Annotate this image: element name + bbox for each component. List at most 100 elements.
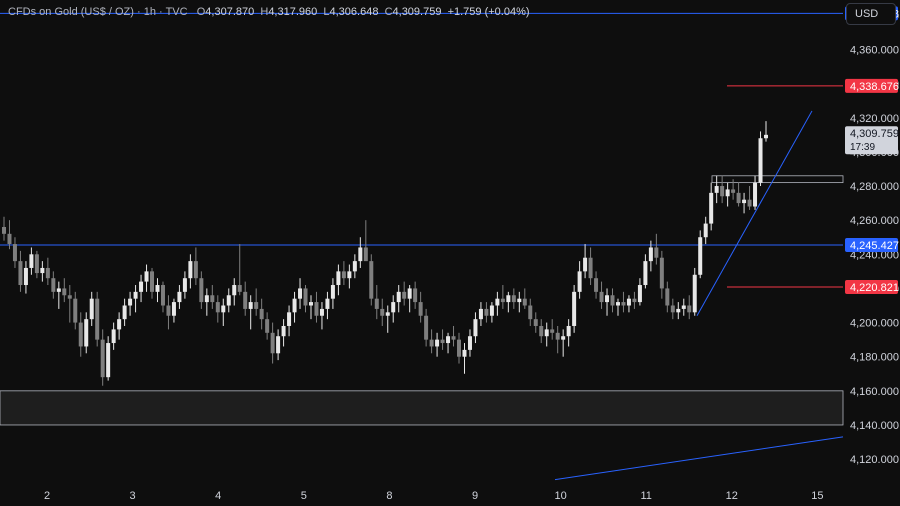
candle-body [692,274,697,313]
candle-body [709,192,714,224]
candle [374,285,379,320]
candle-body [451,336,456,340]
candle [254,288,259,316]
candle-body [457,339,462,357]
x-tick-label: 3 [130,490,136,502]
candle-body [7,233,12,245]
lower-trendline [554,436,844,481]
candle-body [495,298,500,306]
candle-body [577,271,582,292]
candle [62,278,67,303]
candle-body [160,285,165,306]
open-label: O [196,6,206,18]
candle [232,278,237,306]
candle-body [753,182,758,207]
x-tick-label: 5 [301,490,307,502]
candle-body [298,288,303,299]
candle-body [330,285,335,299]
candle-body [128,298,133,306]
candle [276,329,281,361]
x-tick-label: 12 [726,490,738,502]
candle [122,298,127,326]
candle [610,288,615,313]
candle [413,281,418,309]
candle-body [489,305,494,316]
candle [352,254,357,279]
horizontal-lines-group [0,12,844,288]
interval-label[interactable]: 1h [143,6,156,18]
candle-body [561,336,566,340]
candle-body [210,295,215,303]
candle [747,186,752,210]
candle [166,295,171,330]
candle-body [517,298,522,303]
candle [632,291,637,309]
price-label-bg [845,238,898,253]
currency-button[interactable]: USD [846,3,896,25]
candle [561,329,566,357]
candle-body [424,315,429,340]
candle-body [413,288,418,303]
y-tick-label: 4,260.000 [850,215,899,227]
candle [731,179,736,200]
candle [73,291,78,330]
candle-body [446,336,451,344]
candle-body [270,332,275,354]
candle-body [276,336,281,354]
candle-body [522,298,527,306]
candle-body [2,226,6,234]
candle [594,271,599,299]
candle-body [742,199,747,204]
candle [478,302,483,326]
symbol-name[interactable]: CFDs on Gold (US$ / OZ) [8,6,134,18]
candle [402,281,407,306]
candle-body [188,261,193,279]
candle-body [610,295,615,306]
time-axis[interactable]: 2 3 4 5 8 9 10 11 12 15 [44,490,824,502]
y-tick-label: 4,200.000 [850,318,899,330]
candle [7,220,12,250]
candle-body [747,199,752,207]
candle [709,182,714,231]
y-tick-label: 4,140.000 [850,420,899,432]
candle-body [659,257,664,289]
candle-body [374,298,379,309]
candle [18,250,23,292]
x-tick-label: 2 [44,490,50,502]
candle-body [533,319,538,326]
candle-body [462,349,467,357]
candle [380,298,385,326]
candle [605,288,610,316]
candle [643,254,648,289]
candle [533,312,538,333]
candle [550,319,555,340]
candle [325,291,330,320]
candle [259,298,264,330]
candle [654,233,659,265]
candle [577,261,582,299]
candle [429,329,434,354]
candle-body [341,271,346,279]
candle [407,285,412,313]
candle-body [117,319,122,330]
candle [270,322,275,364]
candle [358,237,363,268]
y-tick-label: 4,280.000 [850,181,899,193]
candle [418,291,423,323]
candle [736,182,741,207]
candle-body [391,302,396,313]
candle-body [254,302,259,309]
candle-body [51,278,56,292]
breakout-box [711,175,844,184]
candle [473,312,478,344]
candle [100,329,105,386]
candle [287,305,292,337]
candle-body [40,267,45,274]
candle-body [511,295,516,303]
candle [193,247,198,286]
candle [204,288,209,316]
candle [117,312,122,340]
candle-body [347,271,352,279]
candle [303,285,308,313]
